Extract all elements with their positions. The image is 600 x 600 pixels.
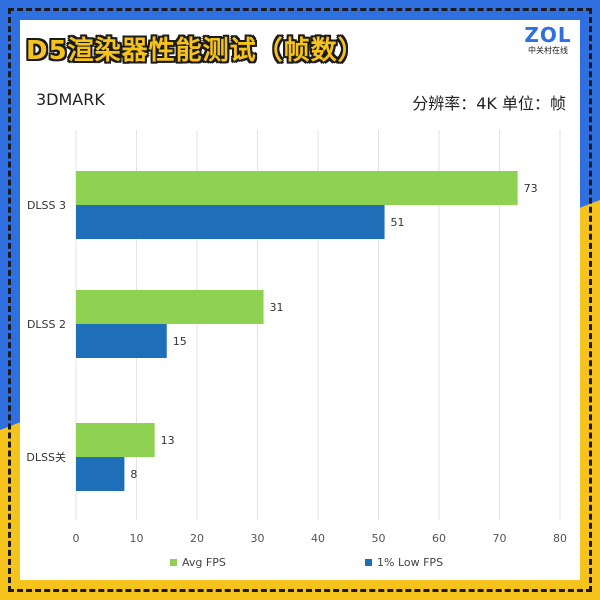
x-tick-label-60: 60 [432,532,446,545]
category-label-1: DLSS 2 [27,318,66,331]
data-label-low-1: 15 [173,335,187,348]
data-label-avg-1: 31 [270,301,284,314]
x-tick-label-20: 20 [190,532,204,545]
zol-logo-subtext: 中关村在线 [528,46,568,55]
zol-logo-mark: ZOL [524,23,572,47]
bar-avg-0 [76,171,518,205]
x-tick-label-50: 50 [372,532,386,545]
frame-dash-right [589,8,592,592]
benchmark-name: 3DMARK [36,90,105,109]
data-label-avg-0: 73 [524,182,538,195]
bar-avg-2 [76,423,155,457]
category-label-0: DLSS 3 [27,199,66,212]
x-tick-label-0: 0 [73,532,80,545]
bar-low-2 [76,457,125,491]
legend-swatch-avg [170,559,177,566]
legend-swatch-low [365,559,372,566]
frame-dash-bottom [8,589,592,592]
x-tick-label-70: 70 [493,532,507,545]
chart-legend: Avg FPS 1% Low FPS [0,556,600,572]
legend-label-low: 1% Low FPS [377,556,444,569]
category-label-2: DLSS关 [26,450,66,464]
x-tick-label-80: 80 [553,532,567,545]
bar-low-0 [76,205,385,239]
x-tick-label-30: 30 [251,532,265,545]
data-label-low-0: 51 [391,216,405,229]
data-label-low-2: 8 [130,468,137,481]
frame-dash-top [8,8,592,11]
bar-low-1 [76,324,167,358]
zol-logo: ZOL 中关村在线 [524,24,572,56]
chart-title: D5渲染器性能测试（帧数） [26,36,365,66]
x-tick-label-40: 40 [311,532,325,545]
data-label-avg-2: 13 [161,434,175,447]
bar-avg-1 [76,290,264,324]
legend-item-avg: Avg FPS [170,556,226,569]
frame-dash-left [8,8,11,592]
resolution-unit-note: 分辨率：4K 单位：帧 [412,94,566,113]
legend-label-avg: Avg FPS [182,556,226,569]
x-tick-label-10: 10 [130,532,144,545]
legend-item-low: 1% Low FPS [365,556,443,569]
